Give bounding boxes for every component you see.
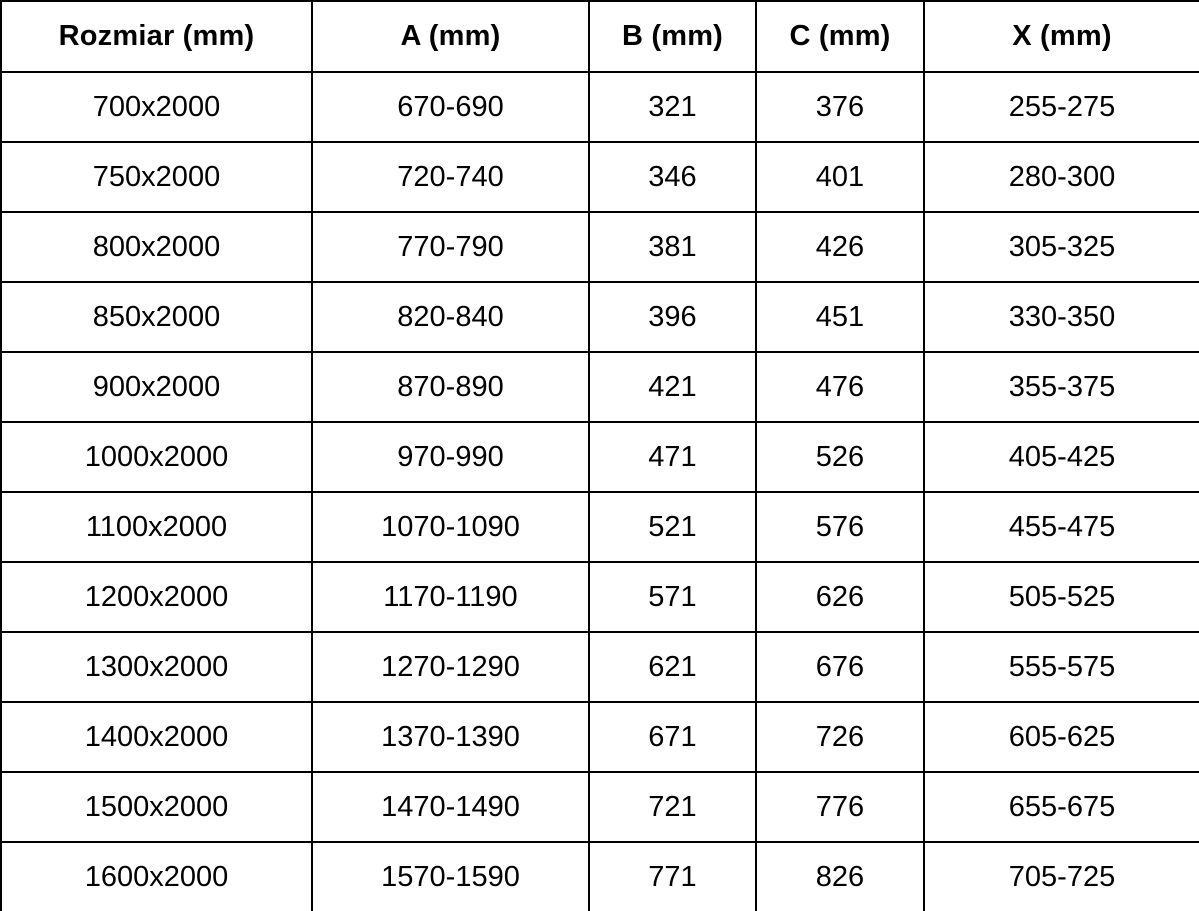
table-cell: 671 bbox=[588, 701, 757, 773]
table-cell: 571 bbox=[588, 561, 757, 633]
table-cell: 555-575 bbox=[923, 631, 1199, 703]
header-cell: B (mm) bbox=[588, 0, 757, 73]
table-row: 1200x2000 1170-1190 571 626 505-525 bbox=[0, 561, 1199, 633]
table-cell: 321 bbox=[588, 71, 757, 143]
table-cell: 826 bbox=[755, 841, 925, 911]
table-cell: 1000x2000 bbox=[0, 421, 313, 493]
table-row: 1600x2000 1570-1590 771 826 705-725 bbox=[0, 841, 1199, 911]
table-cell: 1500x2000 bbox=[0, 771, 313, 843]
table-cell: 626 bbox=[755, 561, 925, 633]
table-cell: 1100x2000 bbox=[0, 491, 313, 563]
table-head: Rozmiar (mm) A (mm) B (mm) C (mm) X (mm) bbox=[0, 0, 1199, 73]
table-cell: 726 bbox=[755, 701, 925, 773]
table-cell: 255-275 bbox=[923, 71, 1199, 143]
table-cell: 750x2000 bbox=[0, 141, 313, 213]
table-row: 800x2000 770-790 381 426 305-325 bbox=[0, 211, 1199, 283]
table-cell: 655-675 bbox=[923, 771, 1199, 843]
table-cell: 800x2000 bbox=[0, 211, 313, 283]
table-cell: 330-350 bbox=[923, 281, 1199, 353]
table-cell: 1370-1390 bbox=[311, 701, 590, 773]
header-cell: C (mm) bbox=[755, 0, 925, 73]
table-row: 850x2000 820-840 396 451 330-350 bbox=[0, 281, 1199, 353]
table-cell: 401 bbox=[755, 141, 925, 213]
table-row: 750x2000 720-740 346 401 280-300 bbox=[0, 141, 1199, 213]
table-cell: 770-790 bbox=[311, 211, 590, 283]
table-row: 1100x2000 1070-1090 521 576 455-475 bbox=[0, 491, 1199, 563]
table-cell: 850x2000 bbox=[0, 281, 313, 353]
table-row: 700x2000 670-690 321 376 255-275 bbox=[0, 71, 1199, 143]
table-cell: 970-990 bbox=[311, 421, 590, 493]
table-cell: 376 bbox=[755, 71, 925, 143]
table-cell: 426 bbox=[755, 211, 925, 283]
table-cell: 676 bbox=[755, 631, 925, 703]
table-cell: 776 bbox=[755, 771, 925, 843]
table-cell: 305-325 bbox=[923, 211, 1199, 283]
table-cell: 900x2000 bbox=[0, 351, 313, 423]
table-cell: 346 bbox=[588, 141, 757, 213]
table-row: 1300x2000 1270-1290 621 676 555-575 bbox=[0, 631, 1199, 703]
table-cell: 820-840 bbox=[311, 281, 590, 353]
table-cell: 1070-1090 bbox=[311, 491, 590, 563]
table-cell: 705-725 bbox=[923, 841, 1199, 911]
table-cell: 280-300 bbox=[923, 141, 1199, 213]
table-cell: 1570-1590 bbox=[311, 841, 590, 911]
table-cell: 670-690 bbox=[311, 71, 590, 143]
table-cell: 621 bbox=[588, 631, 757, 703]
table-row: 1000x2000 970-990 471 526 405-425 bbox=[0, 421, 1199, 493]
table-body: 700x2000 670-690 321 376 255-275 750x2000 720-… bbox=[0, 71, 1199, 911]
table-row: 1400x2000 1370-1390 671 726 605-625 bbox=[0, 701, 1199, 773]
table-cell: 1400x2000 bbox=[0, 701, 313, 773]
table-cell: 421 bbox=[588, 351, 757, 423]
table-cell: 605-625 bbox=[923, 701, 1199, 773]
table-cell: 355-375 bbox=[923, 351, 1199, 423]
table-row: 900x2000 870-890 421 476 355-375 bbox=[0, 351, 1199, 423]
table-cell: 476 bbox=[755, 351, 925, 423]
table-cell: 505-525 bbox=[923, 561, 1199, 633]
table-cell: 526 bbox=[755, 421, 925, 493]
header-cell: A (mm) bbox=[311, 0, 590, 73]
table-cell: 471 bbox=[588, 421, 757, 493]
table-cell: 521 bbox=[588, 491, 757, 563]
table-cell: 381 bbox=[588, 211, 757, 283]
table-cell: 1300x2000 bbox=[0, 631, 313, 703]
table-cell: 455-475 bbox=[923, 491, 1199, 563]
table-cell: 405-425 bbox=[923, 421, 1199, 493]
header-row: Rozmiar (mm) A (mm) B (mm) C (mm) X (mm) bbox=[0, 0, 1199, 73]
table-cell: 1470-1490 bbox=[311, 771, 590, 843]
table-row: 1500x2000 1470-1490 721 776 655-675 bbox=[0, 771, 1199, 843]
table-cell: 1600x2000 bbox=[0, 841, 313, 911]
table-cell: 771 bbox=[588, 841, 757, 911]
table-cell: 720-740 bbox=[311, 141, 590, 213]
table-cell: 721 bbox=[588, 771, 757, 843]
table-cell: 576 bbox=[755, 491, 925, 563]
table-cell: 451 bbox=[755, 281, 925, 353]
header-cell: X (mm) bbox=[923, 0, 1199, 73]
table-cell: 870-890 bbox=[311, 351, 590, 423]
header-cell: Rozmiar (mm) bbox=[0, 0, 313, 73]
table-cell: 1170-1190 bbox=[311, 561, 590, 633]
table-cell: 396 bbox=[588, 281, 757, 353]
table-cell: 1270-1290 bbox=[311, 631, 590, 703]
table-cell: 700x2000 bbox=[0, 71, 313, 143]
table-cell: 1200x2000 bbox=[0, 561, 313, 633]
